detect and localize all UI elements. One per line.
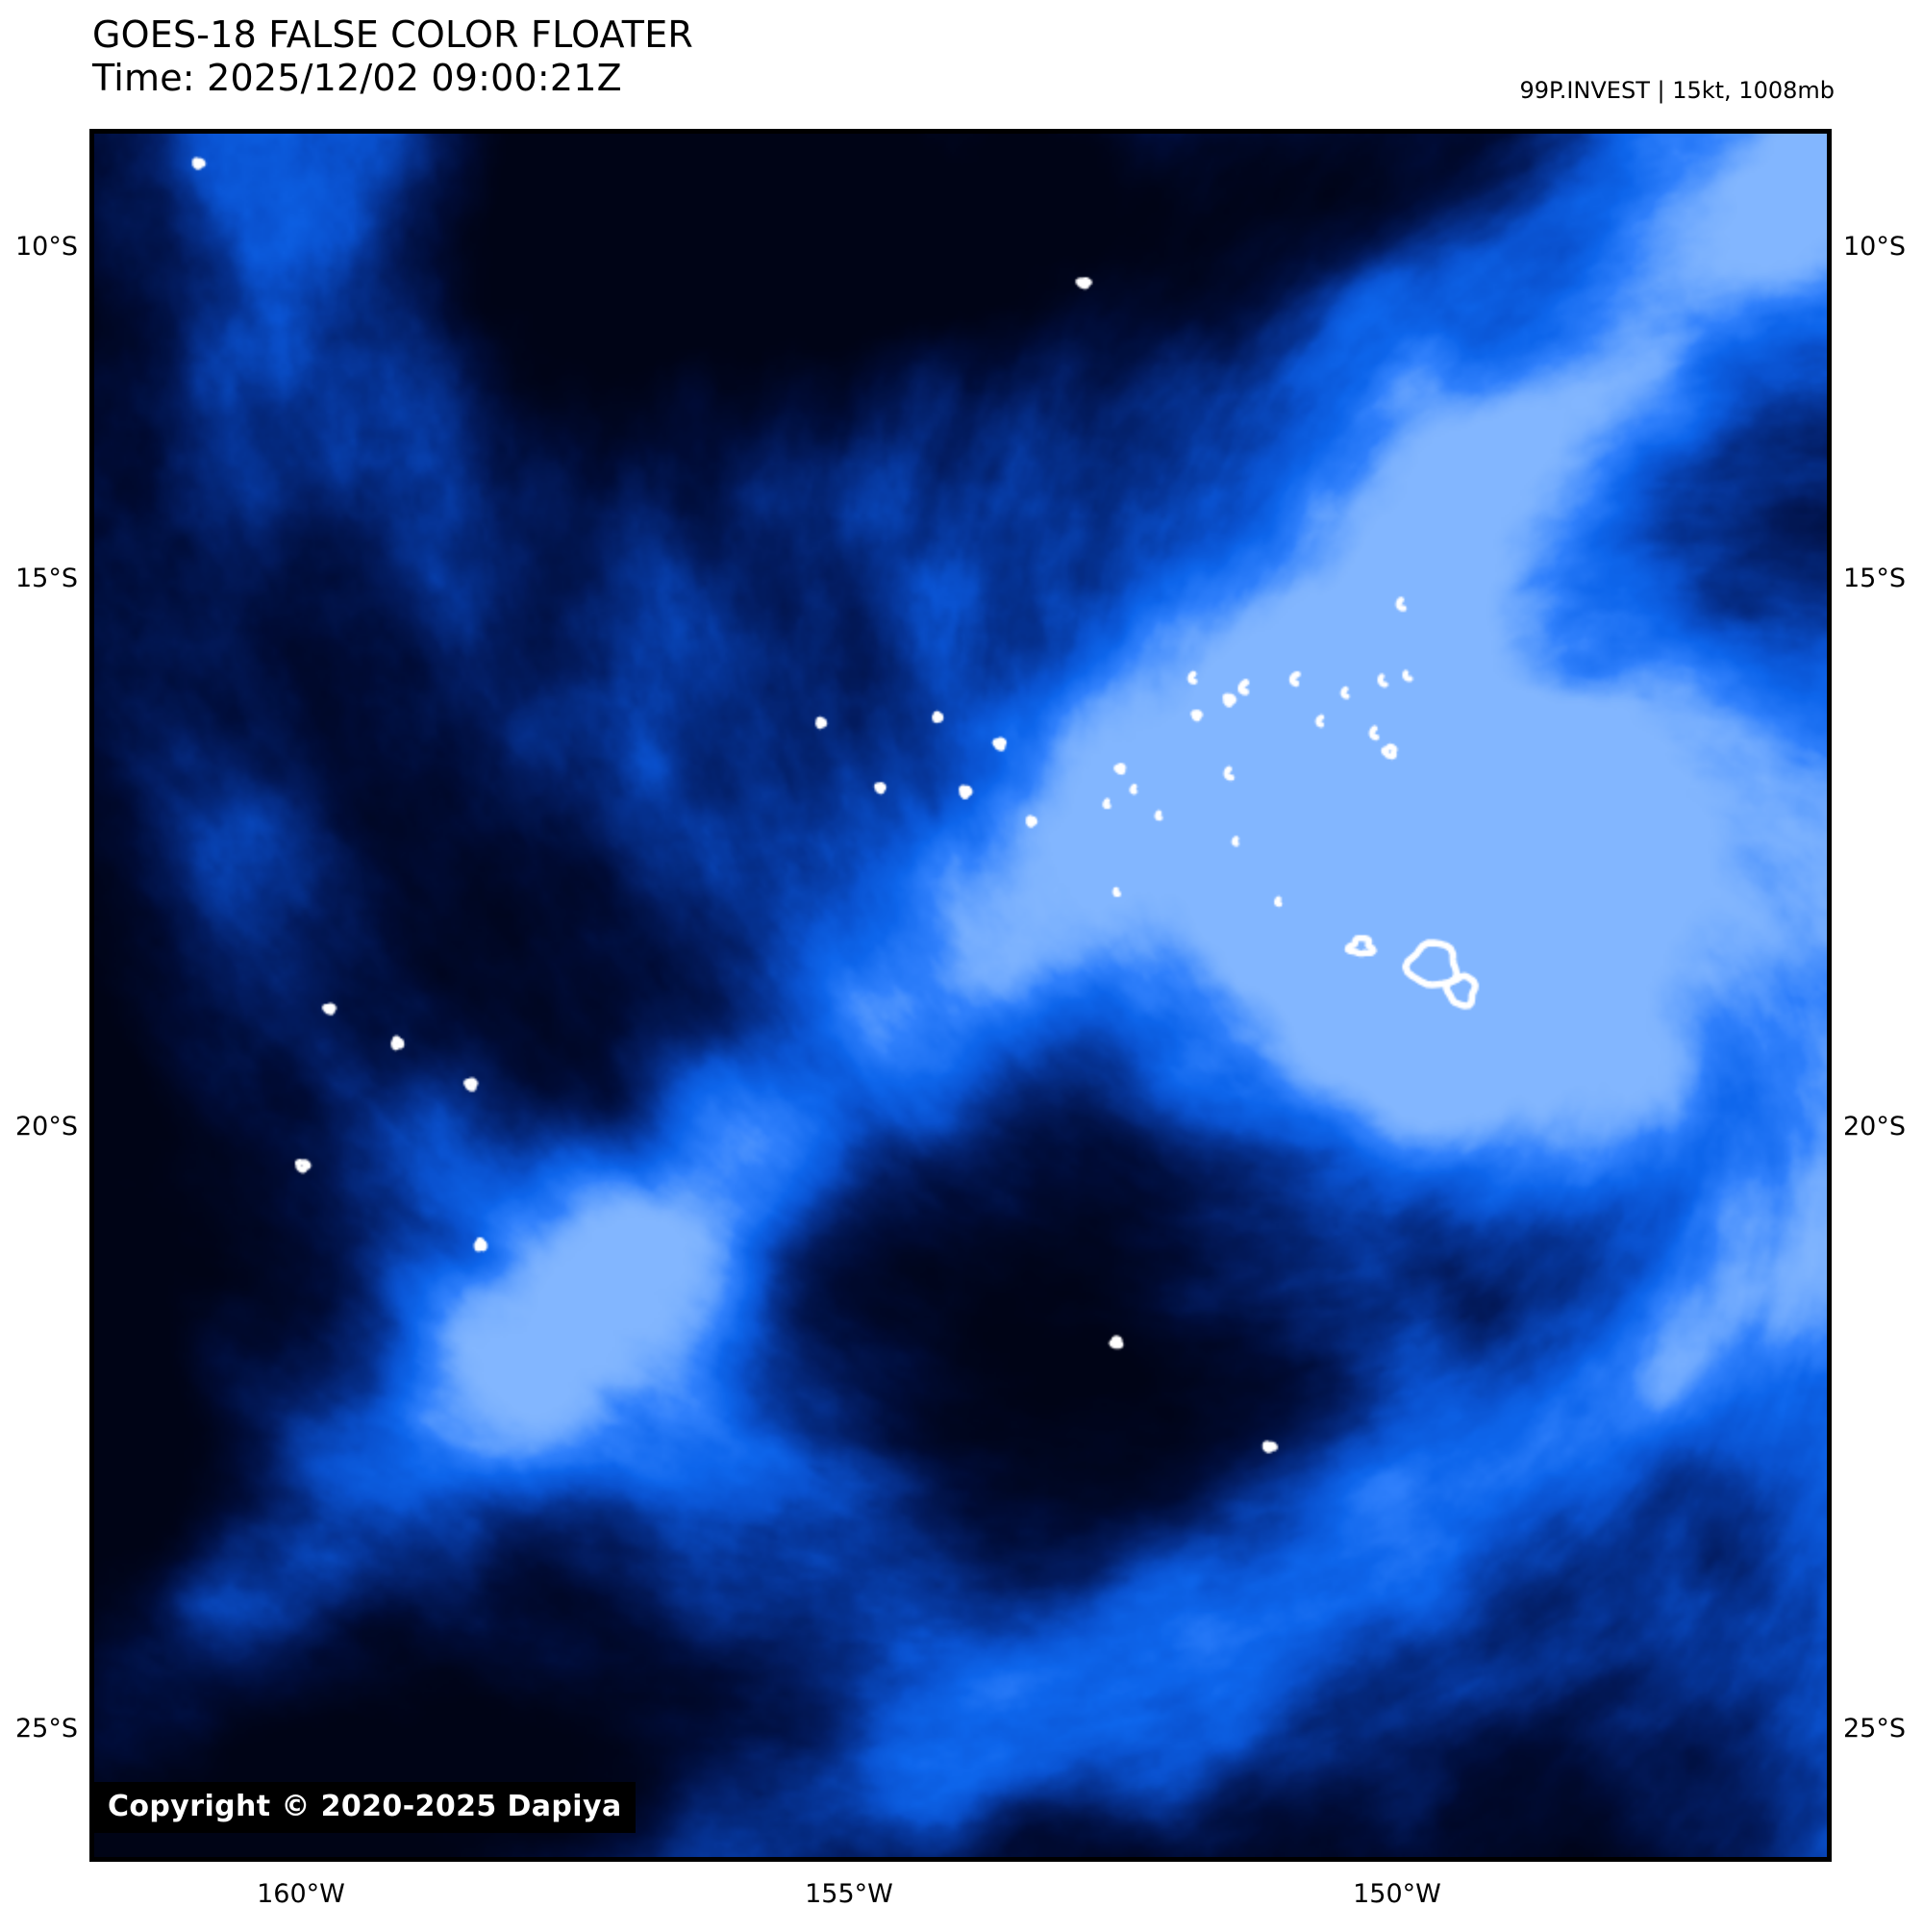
- lat-tick-left-3: 25°S: [15, 1714, 78, 1744]
- lon-tick-2: 150°W: [1353, 1879, 1441, 1909]
- lat-tick-right-1: 15°S: [1843, 564, 1906, 593]
- satellite-imagery: [94, 134, 1827, 1857]
- storm-info-label: 99P.INVEST | 15kt, 1008mb: [1519, 77, 1835, 104]
- lat-tick-left-2: 20°S: [15, 1112, 78, 1142]
- lon-tick-1: 155°W: [805, 1879, 893, 1909]
- title-block: GOES-18 FALSE COLOR FLOATER Time: 2025/1…: [92, 13, 1150, 100]
- lat-tick-right-0: 10°S: [1843, 232, 1906, 262]
- lon-tick-0: 160°W: [257, 1879, 345, 1909]
- satellite-image-panel: [89, 129, 1832, 1862]
- lat-tick-left-0: 10°S: [15, 232, 78, 262]
- timestamp-label: Time: 2025/12/02 09:00:21Z: [92, 57, 622, 99]
- lat-tick-left-1: 15°S: [15, 564, 78, 593]
- copyright-watermark: Copyright © 2020-2025 Dapiya: [94, 1782, 636, 1833]
- page-title: GOES-18 FALSE COLOR FLOATER: [92, 13, 694, 56]
- lat-tick-right-3: 25°S: [1843, 1714, 1906, 1744]
- lat-tick-right-2: 20°S: [1843, 1112, 1906, 1142]
